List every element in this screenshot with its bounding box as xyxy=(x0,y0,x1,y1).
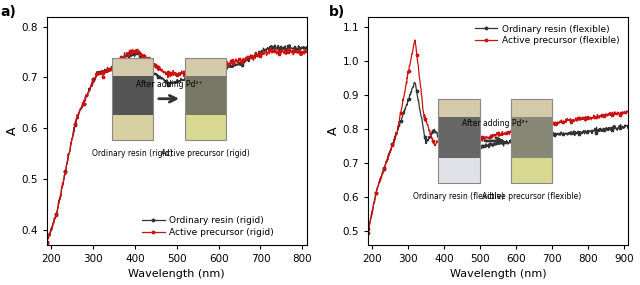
Ordinary resin (flexible) xyxy=(364,228,372,231)
Ordinary resin (flexible) xyxy=(516,139,524,142)
Active precursor (flexible) xyxy=(561,121,569,124)
Active precursor (rigid) xyxy=(245,54,253,58)
Ordinary resin (flexible) xyxy=(531,135,538,139)
Active precursor (rigid) xyxy=(106,69,114,73)
Ordinary resin (rigid) xyxy=(125,56,133,60)
Ordinary resin (flexible) xyxy=(562,131,570,135)
Line: Ordinary resin (flexible): Ordinary resin (flexible) xyxy=(366,81,630,232)
FancyBboxPatch shape xyxy=(438,99,480,117)
Text: Ordinary resin (flexible): Ordinary resin (flexible) xyxy=(413,192,504,201)
Ordinary resin (flexible) xyxy=(589,132,596,135)
FancyBboxPatch shape xyxy=(511,117,552,158)
Active precursor (flexible) xyxy=(364,231,372,235)
Ordinary resin (rigid) xyxy=(303,46,310,50)
Ordinary resin (flexible) xyxy=(522,135,530,139)
Active precursor (rigid) xyxy=(116,57,124,60)
Active precursor (flexible) xyxy=(624,111,632,114)
Active precursor (flexible) xyxy=(515,128,523,131)
Ordinary resin (rigid) xyxy=(116,60,124,63)
Text: a): a) xyxy=(0,5,16,19)
FancyBboxPatch shape xyxy=(112,115,154,140)
Ordinary resin (flexible) xyxy=(365,228,372,232)
Ordinary resin (rigid) xyxy=(245,60,253,63)
Active precursor (flexible) xyxy=(530,127,538,130)
FancyBboxPatch shape xyxy=(112,58,154,76)
Active precursor (rigid) xyxy=(43,241,51,244)
FancyBboxPatch shape xyxy=(112,76,154,115)
Line: Active precursor (rigid): Active precursor (rigid) xyxy=(45,46,308,244)
Active precursor (rigid) xyxy=(303,50,310,53)
Line: Active precursor (flexible): Active precursor (flexible) xyxy=(366,38,630,235)
Active precursor (flexible) xyxy=(411,38,419,42)
FancyBboxPatch shape xyxy=(438,117,480,158)
Ordinary resin (rigid) xyxy=(214,70,221,74)
Ordinary resin (flexible) xyxy=(380,166,388,169)
FancyBboxPatch shape xyxy=(184,115,226,140)
X-axis label: Wavelength (nm): Wavelength (nm) xyxy=(449,269,546,280)
FancyBboxPatch shape xyxy=(511,99,552,117)
Active precursor (rigid) xyxy=(278,52,285,55)
Active precursor (flexible) xyxy=(588,117,596,120)
Active precursor (rigid) xyxy=(272,46,280,49)
Legend: Ordinary resin (flexible), Active precursor (flexible): Ordinary resin (flexible), Active precur… xyxy=(471,21,623,49)
Legend: Ordinary resin (rigid), Active precursor (rigid): Ordinary resin (rigid), Active precursor… xyxy=(138,212,277,240)
Text: After adding Pd²⁺: After adding Pd²⁺ xyxy=(462,119,529,128)
Text: Active precursor (rigid): Active precursor (rigid) xyxy=(161,149,250,158)
Ordinary resin (flexible) xyxy=(411,81,419,84)
Active precursor (flexible) xyxy=(380,168,388,171)
FancyBboxPatch shape xyxy=(438,158,480,183)
FancyBboxPatch shape xyxy=(184,58,226,76)
Active precursor (rigid) xyxy=(214,65,221,68)
Ordinary resin (rigid) xyxy=(277,48,285,52)
Text: Active precursor (flexible): Active precursor (flexible) xyxy=(482,192,581,201)
Ordinary resin (rigid) xyxy=(43,240,51,243)
Y-axis label: A: A xyxy=(6,127,19,135)
Line: Ordinary resin (rigid): Ordinary resin (rigid) xyxy=(45,43,308,243)
Text: After adding Pd²⁺: After adding Pd²⁺ xyxy=(136,80,202,89)
Ordinary resin (rigid) xyxy=(286,43,294,46)
FancyBboxPatch shape xyxy=(184,76,226,115)
Ordinary resin (rigid) xyxy=(106,69,114,72)
FancyBboxPatch shape xyxy=(511,158,552,183)
Text: Ordinary resin (rigid): Ordinary resin (rigid) xyxy=(92,149,173,158)
X-axis label: Wavelength (nm): Wavelength (nm) xyxy=(129,269,225,280)
Y-axis label: A: A xyxy=(326,127,340,135)
Ordinary resin (flexible) xyxy=(624,127,632,130)
Text: b): b) xyxy=(329,5,346,19)
Active precursor (rigid) xyxy=(125,55,133,58)
Active precursor (flexible) xyxy=(522,128,530,132)
